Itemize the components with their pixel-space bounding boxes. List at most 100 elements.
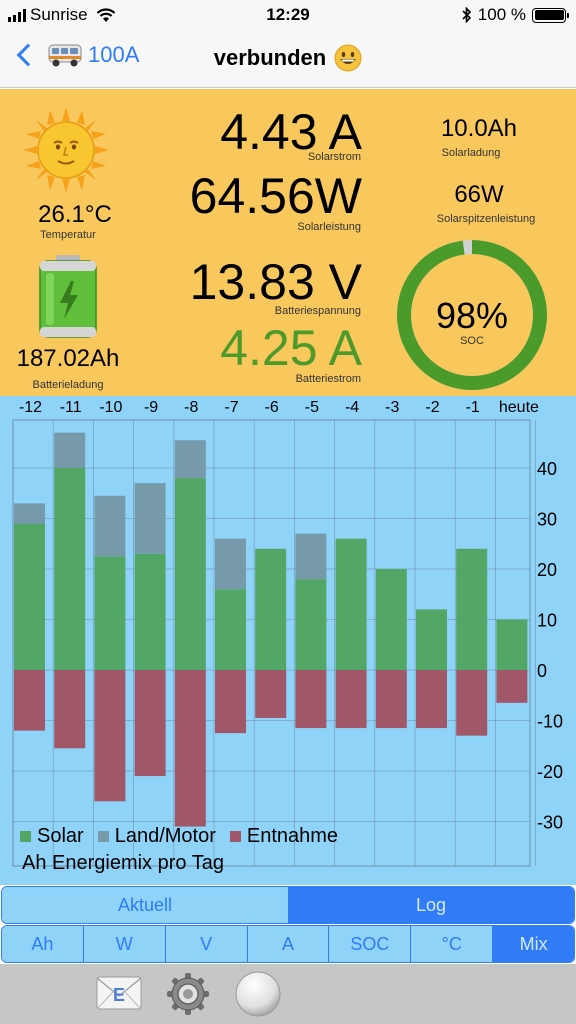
legend-land-motor: Land/Motor [114,825,216,847]
soc-value: 98% [435,295,509,336]
chart-x-tick-label: -9 [144,399,158,416]
tab-aktuell[interactable]: Aktuell [2,887,288,923]
battery-current-value: 4.25 A [220,320,362,376]
chart-y-tick-label: 20 [537,560,557,580]
signal-icon [8,8,26,22]
chart-bar-solar [416,609,447,670]
chart-bar-entnahme [496,670,528,703]
chart-x-tick-label: -10 [99,399,122,416]
chart-bar-solar [14,523,45,670]
clock: 12:29 [266,5,310,24]
chart-bar-solar [295,579,327,670]
settings-gear-icon[interactable] [166,972,210,1016]
battery-voltage-value: 13.83 V [189,254,362,310]
mode-segmented-control: Aktuell Log [1,886,575,924]
tab-a[interactable]: A [247,926,330,962]
chart-bar-solar [134,553,166,670]
battery-voltage-label: Batteriespannung [274,305,361,317]
chart-x-tick-label: -5 [305,399,319,416]
back-button[interactable]: 100A [14,42,139,68]
soc-label: SOC [460,335,484,347]
chart-bar-entnahme [375,670,407,729]
mail-export-icon[interactable]: E [96,976,142,1010]
solar-power-value: 64.56W [189,168,362,224]
soc-ring [397,240,547,390]
tab-temperature[interactable]: °C [411,926,494,962]
chart-bar-entnahme [255,670,287,718]
chart-bar-entnahme [174,670,206,827]
chart-bar-solar [456,548,488,670]
solar-peak-label: Solarspitzenleistung [436,213,536,225]
carrier-label: Sunrise [30,5,88,24]
solar-current-label: Solarstrom [307,151,361,163]
chart-y-tick-label: 40 [537,459,557,479]
bottom-toolbar: E [0,964,576,1024]
legend-solar: Solar [37,825,84,847]
chart-bar-land-motor [295,533,327,580]
battery-charge-label: Batterieladung [32,379,104,391]
chart-title: Ah Energiemix pro Tag [22,852,224,874]
tab-log[interactable]: Log [288,887,574,923]
chart-bar-solar [255,548,287,670]
mail-icon-letter: E [113,985,125,1005]
chart-bar-land-motor [54,432,86,468]
chart-bar-entnahme [456,670,488,736]
chart-bar-entnahme [215,670,246,734]
chart-bar-land-motor [134,483,166,554]
energy-mix-chart: 40 30 20 10 0 -10 -20 -30 -12 -11 -10 -9 -8 -7 -6 -5 -4 -… [0,396,576,885]
record-button-icon[interactable] [234,970,282,1018]
camper-van-icon [48,44,82,67]
chart-bar-solar [215,589,246,670]
chart-bar-entnahme [134,670,166,777]
solar-power-label: Solarleistung [297,221,361,233]
chart-bar-entnahme [295,670,327,729]
chart-y-tick-label: -10 [537,712,563,732]
chart-x-tick-label: -8 [184,399,198,416]
chart-bar-solar [174,478,206,670]
chart-bar-entnahme [335,670,367,729]
page-title: verbunden [213,45,327,70]
solar-charge-label: Solarladung [441,147,501,159]
unit-segmented-control: Ah W V A SOC °C Mix [1,925,575,963]
chart-x-tick-label: -4 [345,399,359,416]
tab-v[interactable]: V [165,926,248,962]
chart-bar-entnahme [94,670,126,802]
temperature-value: 26.1°C [38,201,112,228]
chart-x-tick-label: -1 [466,399,480,416]
tab-mix[interactable]: Mix [493,926,574,962]
chart-bar-solar [94,556,126,670]
solar-peak-value: 66W [454,181,504,208]
live-data-panel: 4.43 A Solarstrom 10.0Ah Solarladung 26.… [0,89,576,396]
chart-bar-land-motor [174,440,206,479]
chart-bar-land-motor [94,495,126,557]
chart-bar-solar [496,619,528,670]
chart-y-tick-label: 0 [537,661,547,681]
solar-charge-value: 10.0Ah [440,115,518,142]
tab-ah[interactable]: Ah [2,926,84,962]
legend-solar-swatch [20,831,31,842]
tab-w[interactable]: W [83,926,166,962]
chart-y-tick-label: -30 [537,813,563,833]
chart-x-tick-label: -6 [265,399,279,416]
chart-bar-solar [375,569,407,670]
chart-x-tick-label: -11 [60,399,82,416]
chart-x-tick-label: -3 [385,399,399,416]
chart-y-tick-label: 30 [537,510,557,530]
legend-entnahme: Entnahme [246,825,339,847]
legend-entnahme-swatch [229,831,241,842]
chart-legend: Solar Land/Motor Entnahme [20,825,338,848]
chart-bar-entnahme [416,670,447,729]
sun-icon [23,107,109,193]
tab-soc[interactable]: SOC [329,926,412,962]
energy-mix-chart-plot: 40 30 20 10 0 -10 -20 -30 -12 -11 -10 -9 -8 -7 -6 -5 -4 -… [12,399,563,867]
battery-current-label: Batteriestrom [295,373,361,385]
bluetooth-icon [462,7,471,23]
battery-charge-value: 187.02Ah [16,345,120,372]
battery-charging-icon [39,255,97,338]
chart-bar-land-motor [14,503,45,524]
chart-x-tick-label: -2 [425,399,439,416]
legend-land-motor-swatch [97,831,109,842]
back-label: 100A [88,42,140,67]
temperature-label: Temperatur [40,229,96,241]
chart-bar-solar [54,468,86,670]
